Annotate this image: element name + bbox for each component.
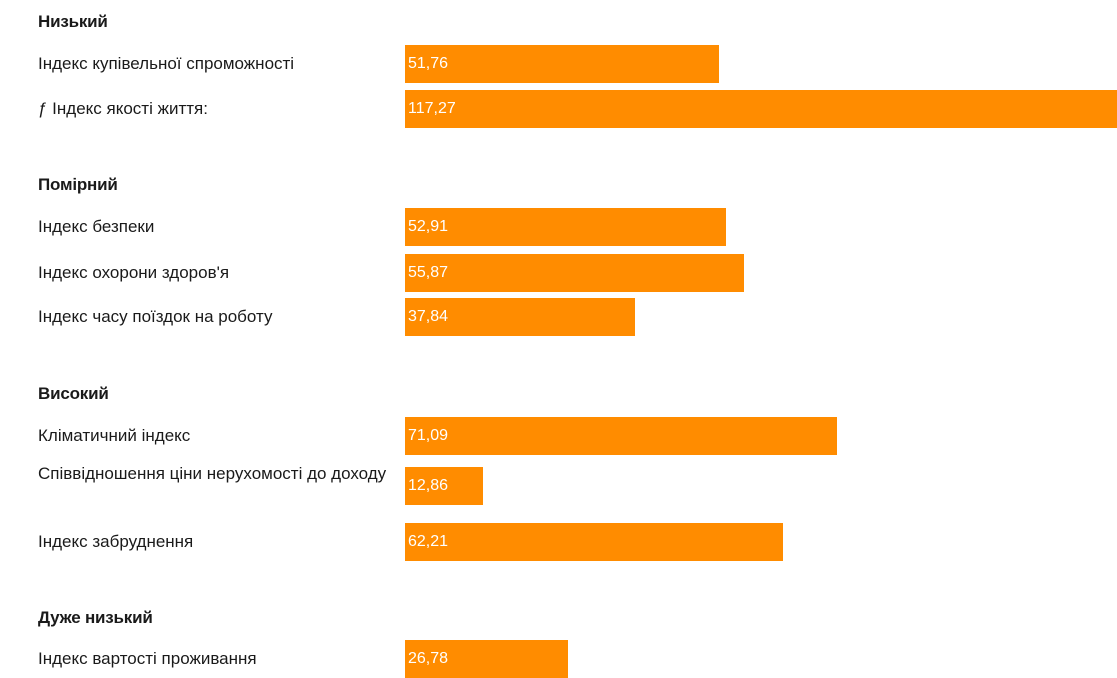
bar [405, 523, 783, 561]
bar-label: ƒ Індекс якості життя: [38, 99, 208, 118]
bar [405, 45, 719, 83]
bar [405, 298, 635, 336]
bar-value-label: 12,86 [408, 477, 449, 494]
bar-label: Індекс купівельної спроможності [38, 54, 295, 73]
bar-label: Індекс часу поїздок на роботу [38, 307, 273, 326]
bar [405, 467, 483, 505]
bar-label: Індекс вартості проживання [38, 649, 257, 668]
bar-label: Кліматичний індекс [38, 426, 191, 445]
bar-value-label: 55,87 [408, 264, 449, 281]
bar-value-label: 51,76 [408, 55, 449, 72]
bar-value-label: 117,27 [408, 100, 456, 117]
bar [405, 640, 568, 678]
bar-label: Індекс охорони здоров'я [38, 263, 230, 282]
bar [405, 90, 1117, 128]
bar-value-label: 26,78 [408, 650, 449, 667]
bar-value-label: 37,84 [408, 308, 449, 325]
group-heading: Високий [38, 384, 109, 403]
bar-label: Індекс безпеки [38, 217, 155, 236]
bar [405, 254, 744, 292]
group-heading: Помірний [38, 175, 118, 194]
bar-value-label: 71,09 [408, 427, 449, 444]
group-heading: Низький [38, 12, 108, 31]
bar-value-label: 52,91 [408, 218, 449, 235]
group-heading: Дуже низький [38, 608, 153, 627]
bar [405, 208, 726, 246]
bar [405, 417, 837, 455]
bar-label: Індекс забруднення [38, 532, 194, 551]
bar-value-label: 62,21 [408, 533, 449, 550]
bar-label: Співвідношення ціни нерухомості до доход… [38, 464, 387, 483]
